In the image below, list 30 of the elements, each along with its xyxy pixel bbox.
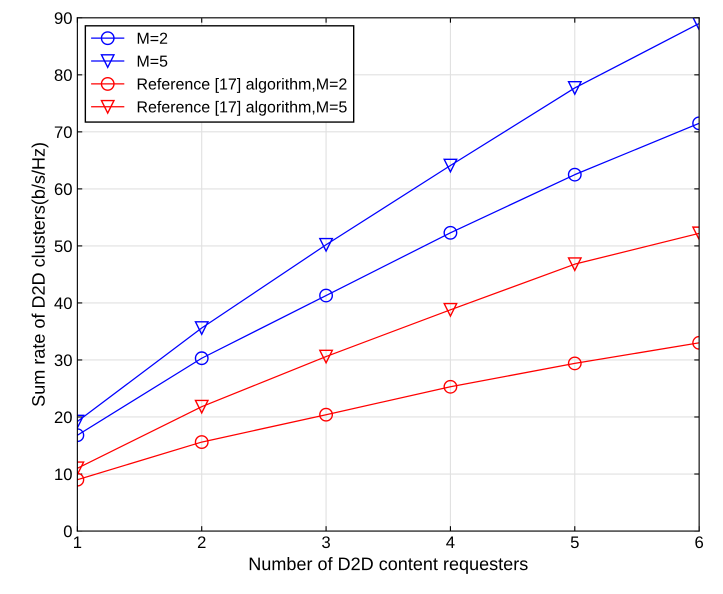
point [319, 350, 334, 364]
y-tick-label: 0 [64, 525, 72, 538]
x-tick-label: 6 [695, 536, 704, 548]
y-tick-label: 80 [54, 69, 72, 82]
point [319, 238, 334, 252]
y-tick-label: 70 [54, 126, 72, 138]
y-tick-label: 50 [54, 240, 72, 252]
point [443, 158, 458, 172]
y-tick-label: 40 [54, 297, 72, 310]
point [319, 288, 334, 302]
y-tick-label: 30 [54, 354, 72, 366]
legend-label: Reference [17] algorithm,M=5 [138, 100, 347, 116]
x-tick-label: 3 [322, 536, 330, 548]
y-tick-label: 10 [55, 468, 72, 480]
point [443, 226, 458, 240]
x-tick-label: 5 [570, 536, 579, 548]
point [443, 302, 458, 317]
x-tick-label: 4 [446, 536, 455, 548]
y-tick-label: 90 [54, 12, 72, 24]
point [443, 380, 458, 394]
x-tick-label: 1 [74, 536, 82, 548]
x-tick-label: 2 [198, 536, 206, 548]
legend-label: M=2 [138, 32, 168, 44]
point [319, 408, 334, 422]
legend-label: M=5 [138, 56, 168, 67]
legend-label: Reference [17] algorithm,M=2 [138, 78, 347, 93]
y-axis-title: Sum rate of D2D clusters(b/s/Hz) [32, 143, 48, 406]
x-axis-title: Number of D2D content requesters [250, 556, 528, 574]
y-tick-label: 60 [54, 183, 72, 196]
y-tick-label: 20 [54, 411, 72, 424]
